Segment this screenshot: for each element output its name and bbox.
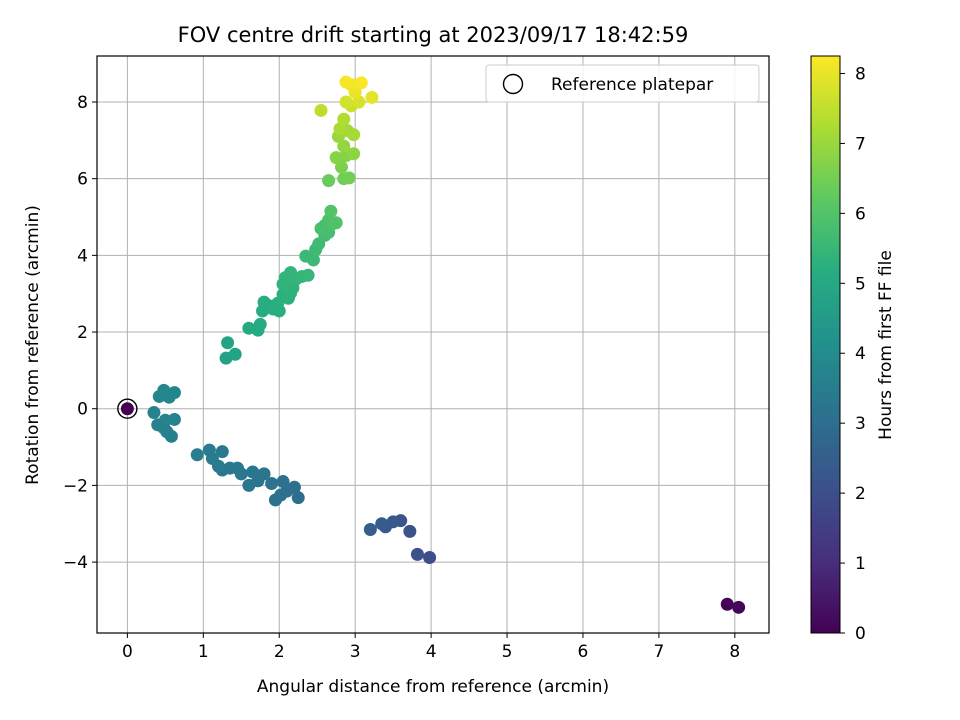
data-point: [339, 95, 353, 109]
plot-frame: [96, 55, 770, 634]
data-point: [158, 413, 172, 427]
x-tick-label: 0: [122, 642, 133, 662]
legend: Reference platepar: [485, 64, 760, 103]
y-tick-label: 6: [77, 170, 88, 190]
colorbar-tick-label: 6: [855, 204, 866, 224]
data-point: [347, 128, 361, 142]
chart-title: FOV centre drift starting at 2023/09/17 …: [178, 23, 689, 47]
data-point: [257, 295, 271, 309]
data-point: [274, 488, 288, 502]
data-point: [167, 386, 181, 400]
colorbar-label: Hours from first FF file: [876, 250, 896, 440]
x-axis-ticks: 0 1 2 3 4 5 6 7 8: [122, 633, 740, 662]
x-tick-label: 1: [198, 642, 209, 662]
data-point: [347, 147, 361, 161]
data-point: [314, 222, 328, 236]
data-point: [301, 268, 315, 282]
data-point: [720, 597, 734, 611]
legend-entry-reference: Reference platepar: [551, 75, 713, 95]
data-point: [276, 475, 290, 489]
data-point: [157, 383, 171, 397]
reference-point: [120, 402, 134, 416]
reference-ring: [117, 398, 138, 419]
colorbar-tick-label: 2: [855, 484, 866, 504]
y-tick-label: −4: [63, 553, 88, 573]
plot-background: [97, 56, 769, 633]
data-point: [202, 443, 216, 457]
y-axis-ticks: −4 −2 0 2 4 6 8: [63, 93, 97, 573]
data-point: [215, 445, 229, 459]
data-point: [322, 174, 336, 188]
legend-marker: [502, 73, 524, 95]
y-tick-label: 4: [77, 246, 88, 266]
x-axis-label: Angular distance from reference (arcmin): [257, 677, 609, 697]
data-point: [246, 465, 260, 479]
data-point: [265, 476, 279, 490]
data-point: [329, 216, 343, 230]
y-tick-label: 8: [77, 93, 88, 113]
data-point: [329, 151, 343, 165]
data-point: [147, 406, 161, 420]
x-tick-label: 8: [729, 642, 740, 662]
colorbar-ticks: 0 1 2 3 4 5 6 7 8: [840, 64, 866, 644]
data-point: [354, 76, 368, 90]
x-tick-label: 5: [502, 642, 513, 662]
data-point: [403, 524, 417, 538]
data-point: [342, 171, 356, 185]
y-tick-label: 2: [77, 323, 88, 343]
x-tick-label: 3: [350, 642, 361, 662]
scatter-points: [117, 75, 746, 614]
colorbar: [810, 55, 841, 634]
y-axis-label: Rotation from reference (arcmin): [23, 205, 43, 485]
x-tick-label: 2: [274, 642, 285, 662]
data-point: [375, 517, 389, 531]
x-tick-label: 6: [578, 642, 589, 662]
legend-box: [485, 64, 760, 103]
data-point: [242, 478, 256, 492]
data-point: [253, 317, 267, 331]
data-point: [337, 139, 351, 153]
data-point: [190, 448, 204, 462]
x-tick-label: 4: [426, 642, 437, 662]
colorbar-tick-label: 8: [855, 64, 866, 84]
data-point: [306, 253, 320, 267]
data-point: [335, 160, 349, 174]
y-tick-label: 0: [77, 400, 88, 420]
data-point: [228, 347, 242, 361]
data-point: [291, 491, 305, 505]
colorbar-tick-label: 5: [855, 274, 866, 294]
data-point: [363, 522, 377, 536]
colorbar-tick-label: 7: [855, 134, 866, 154]
colorbar-tick-label: 3: [855, 414, 866, 434]
data-point: [410, 547, 424, 561]
data-point: [423, 550, 437, 564]
colorbar-tick-label: 4: [855, 344, 866, 364]
data-point: [337, 112, 351, 126]
data-point: [339, 75, 353, 89]
data-point: [221, 336, 235, 350]
x-tick-label: 7: [653, 642, 664, 662]
colorbar-tick-label: 0: [855, 624, 866, 644]
data-point: [365, 90, 379, 104]
grid-lines: [97, 56, 769, 633]
data-point: [314, 103, 328, 117]
data-point: [324, 204, 338, 218]
y-tick-label: −2: [63, 476, 88, 496]
colorbar-tick-label: 1: [855, 554, 866, 574]
data-point: [732, 600, 746, 614]
